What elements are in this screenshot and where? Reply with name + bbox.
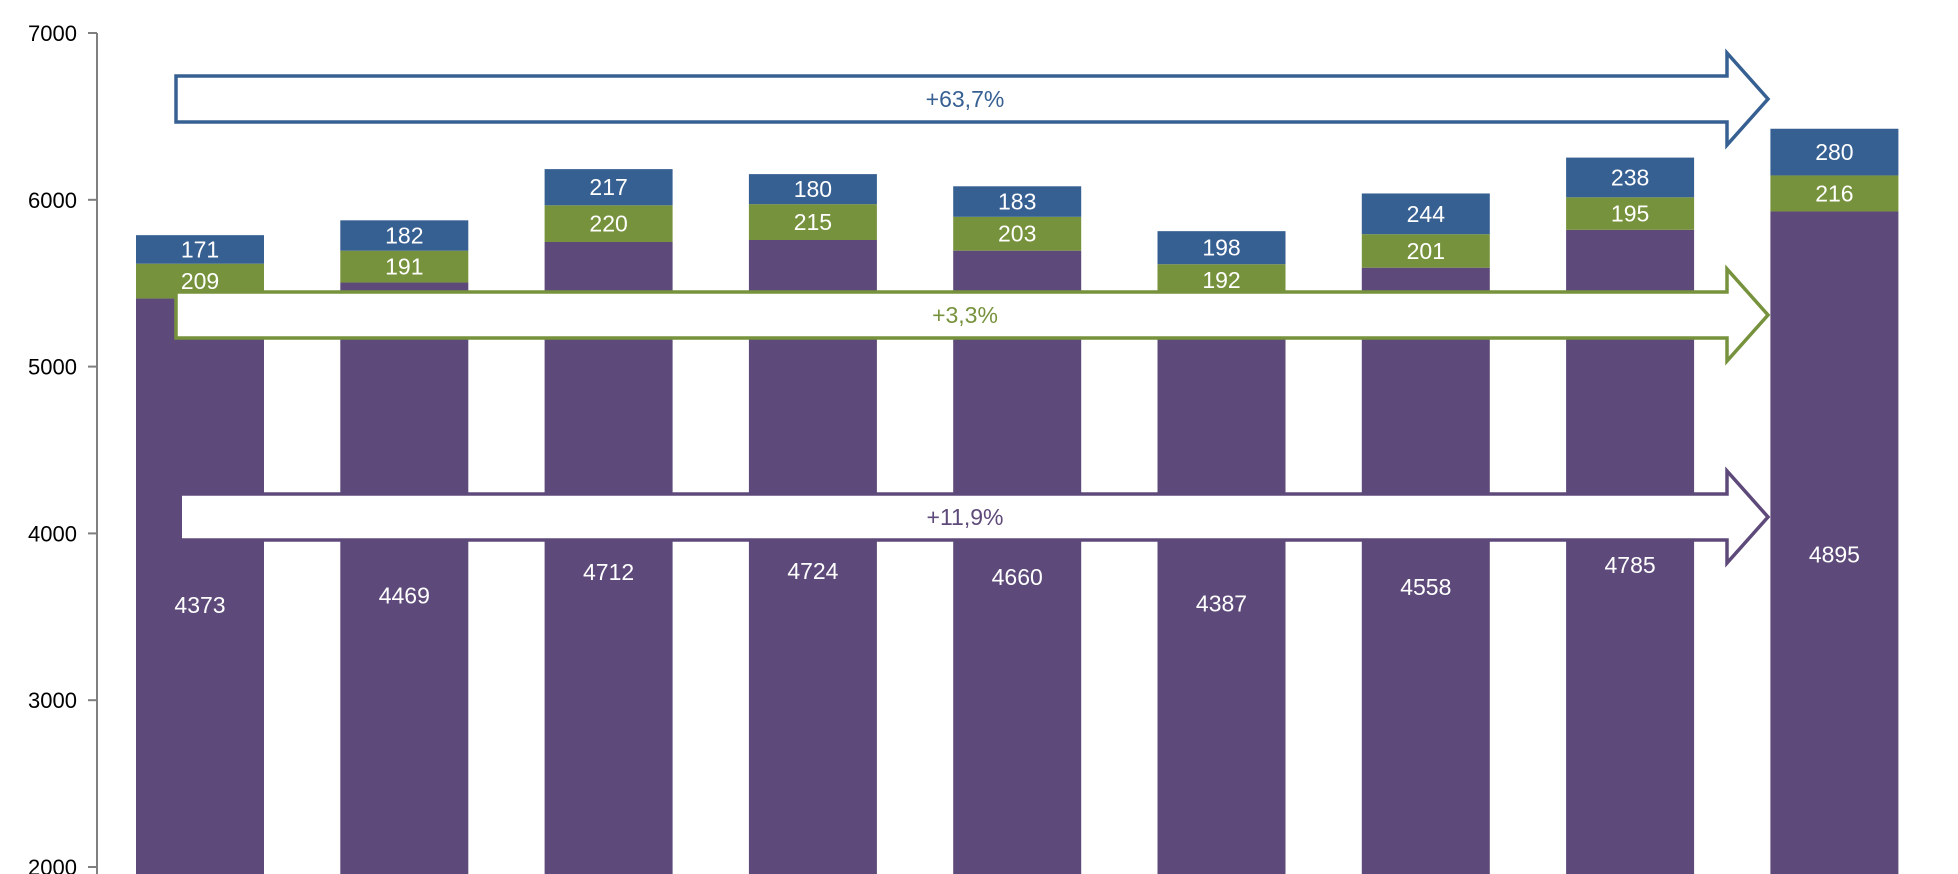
data-label-blue: 183 (998, 189, 1036, 215)
bar-segment-green (544, 205, 673, 243)
bar-segment-purple (953, 250, 1082, 874)
growth-arrow-green (174, 264, 1771, 366)
growth-arrow-purple (182, 466, 1771, 568)
data-label-blue: 217 (589, 174, 627, 200)
bar-segment-blue (953, 186, 1082, 217)
data-label-purple: 4724 (787, 558, 838, 584)
growth-label-blue: +63,7% (926, 86, 1005, 112)
data-label-blue: 280 (1815, 139, 1853, 165)
data-label-blue: 198 (1202, 235, 1240, 261)
bar-segment-green (1770, 175, 1899, 212)
data-label-green: 191 (385, 254, 423, 280)
data-label-purple: 4660 (992, 564, 1043, 590)
bar-segment-purple (748, 239, 877, 874)
data-label-green: 203 (998, 221, 1036, 247)
bar-segment-green (748, 204, 877, 240)
bar-segment-blue (544, 169, 673, 206)
data-label-green: 201 (1407, 238, 1445, 264)
bar-segment-green (1566, 197, 1695, 230)
y-tick-label: 2000 (28, 855, 77, 874)
bar-segment-purple (1361, 267, 1490, 874)
bar-segment-blue (1770, 128, 1899, 176)
bar-segment-green (1361, 234, 1490, 268)
data-label-purple: 4785 (1605, 552, 1656, 578)
data-label-blue: 171 (181, 236, 219, 262)
y-tick-label: 4000 (28, 521, 77, 546)
y-tick-label: 6000 (28, 188, 77, 213)
data-label-blue: 244 (1407, 201, 1446, 227)
bar-segment-blue (340, 220, 469, 251)
y-axis: 2000 3000 4000 5000 6000 7000 (28, 21, 98, 874)
y-tick-label: 3000 (28, 688, 77, 713)
data-label-purple: 4373 (174, 592, 225, 618)
data-label-purple: 4712 (583, 559, 634, 585)
growth-arrows: +63,7% +3,3% +11,9% (174, 48, 1771, 568)
data-label-blue: 180 (794, 176, 832, 202)
data-labels: 4373 209 171 4469 191 182 4712 220 217 4724 215 180… (174, 139, 1860, 618)
data-label-green: 215 (794, 209, 832, 235)
bar-segment-blue (1361, 193, 1490, 235)
bar-segment-purple (1770, 211, 1899, 874)
bar-segment-purple (340, 282, 469, 874)
data-label-green: 192 (1202, 267, 1240, 293)
growth-label-purple: +11,9% (927, 504, 1004, 530)
data-label-green: 220 (589, 211, 627, 237)
data-label-purple: 4558 (1400, 574, 1451, 600)
bar-segment-purple (1157, 296, 1286, 874)
data-label-green: 195 (1611, 201, 1649, 227)
data-label-purple: 4387 (1196, 591, 1247, 617)
data-label-purple: 4469 (379, 583, 430, 609)
bar-segment-blue (1157, 231, 1286, 265)
bar-segment-blue (1566, 157, 1695, 198)
bar-segment-green (953, 216, 1082, 251)
data-label-blue: 182 (385, 222, 423, 248)
bar-segment-green (340, 250, 469, 283)
data-label-purple: 4895 (1809, 541, 1860, 567)
data-label-blue: 238 (1611, 164, 1649, 190)
bar-segment-blue (136, 235, 264, 264)
bar-segment-blue (748, 174, 877, 205)
bar-segment-purple (544, 242, 673, 874)
y-tick-label: 5000 (28, 355, 77, 380)
data-label-green: 209 (181, 268, 219, 294)
growth-label-green: +3,3% (932, 302, 998, 328)
growth-arrow-blue (174, 48, 1771, 150)
bar-segment-purple (136, 298, 264, 874)
y-tick-label: 7000 (28, 21, 77, 46)
data-label-green: 216 (1815, 180, 1853, 206)
